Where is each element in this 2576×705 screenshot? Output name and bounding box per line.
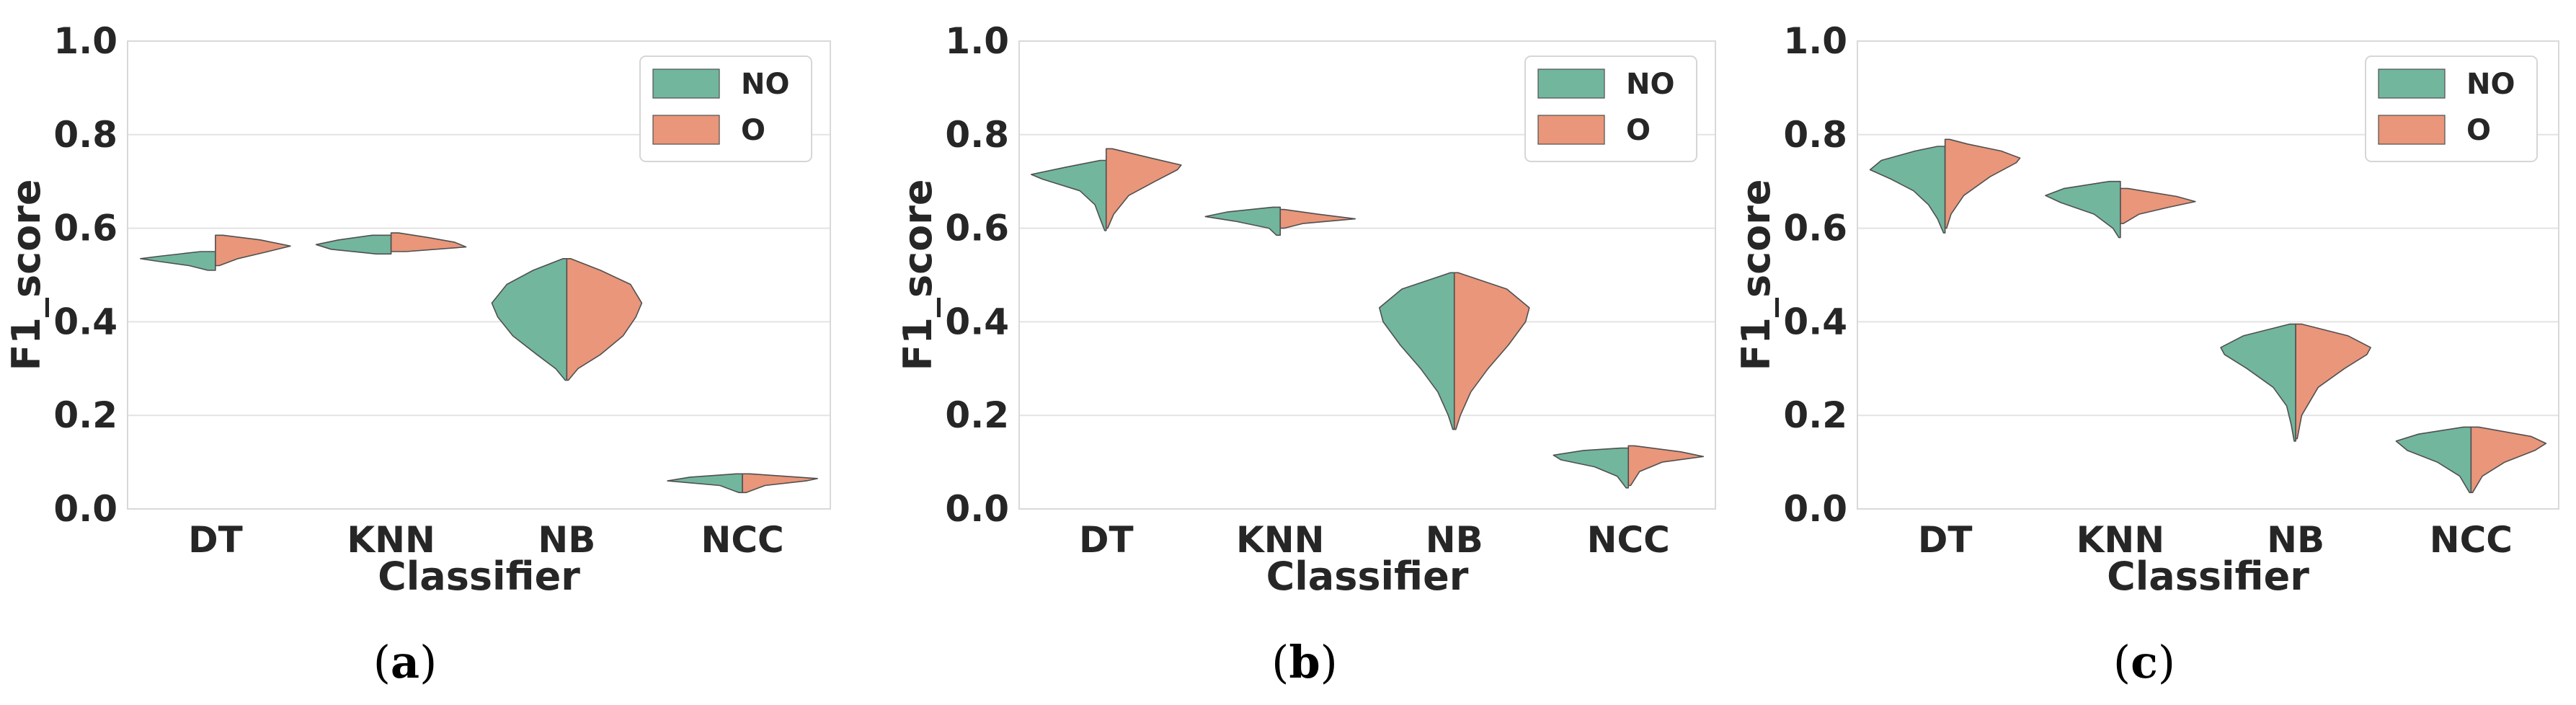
- panel-caption-letter: a: [391, 636, 419, 688]
- panel-caption: (c): [2113, 636, 2175, 688]
- y-tick-label: 0.4: [1783, 301, 1847, 342]
- violin-no-knn: [1204, 206, 1282, 236]
- panel-caption-letter: b: [1289, 636, 1320, 688]
- legend-label-o: O: [2466, 114, 2491, 147]
- y-tick-label: 0.2: [945, 394, 1009, 436]
- violin-o-dt: [1944, 138, 2021, 229]
- x-tick-label: KNN: [347, 519, 435, 561]
- violin-no-ncc: [1553, 447, 1630, 489]
- violin-o-knn: [2120, 187, 2196, 224]
- violin-no-nb: [2220, 323, 2296, 442]
- x-tick-label: NCC: [2430, 519, 2513, 561]
- violin-o-dt: [215, 234, 291, 267]
- x-tick-label: DT: [1918, 519, 1973, 561]
- chart-panel-a: 0.0 0.2 0.4 0.6 0.8 1.0 DT KNN NB NCC Classifier F1…: [4, 20, 831, 688]
- y-tick-label: 0.8: [945, 114, 1009, 156]
- y-tick-label: 0.2: [1783, 394, 1847, 436]
- y-tick-label: 1.0: [53, 20, 117, 62]
- y-tick-label: 0.6: [945, 208, 1009, 249]
- violin-no-dt: [1869, 146, 1946, 234]
- violin-no-ncc: [667, 473, 743, 494]
- x-tick-label: KNN: [2077, 519, 2164, 561]
- y-tick-label: 0.0: [53, 488, 117, 530]
- y-tick-label: 0.6: [1783, 208, 1847, 249]
- y-tick-label: 1.0: [1783, 20, 1847, 62]
- x-tick-label: NB: [1426, 519, 1483, 561]
- legend-label-no: NO: [741, 68, 789, 101]
- violin-no-nb: [491, 258, 568, 381]
- legend-label-o: O: [741, 114, 765, 147]
- chart-panel-b: 0.0 0.2 0.4 0.6 0.8 1.0 DT KNN NB NCC Classifier F1…: [895, 20, 1716, 688]
- panel-caption-letter: c: [2131, 636, 2158, 688]
- violin-o-knn: [1279, 208, 1356, 229]
- x-axis-title: Classifier: [1266, 554, 1469, 599]
- y-tick-label: 0.0: [945, 488, 1009, 530]
- violin-no-dt: [140, 251, 216, 271]
- legend-swatch-no: [1537, 68, 1605, 99]
- violin-no-ncc: [2395, 426, 2472, 494]
- legend-label-o: O: [1626, 114, 1651, 147]
- x-axis-title: Classifier: [378, 554, 580, 599]
- x-tick-label: KNN: [1236, 519, 1324, 561]
- x-tick-label: DT: [1079, 519, 1134, 561]
- y-axis-title: F1_score: [1733, 179, 1779, 371]
- chart-panel-c: 0.0 0.2 0.4 0.6 0.8 1.0 DT KNN NB NCC Classifier F1…: [1733, 20, 2559, 688]
- violin-o-knn: [390, 232, 467, 252]
- legend-swatch-o: [652, 115, 720, 145]
- y-tick-label: 0.0: [1783, 488, 1847, 530]
- violin-o-ncc: [2470, 426, 2547, 494]
- violin-o-ncc: [1627, 445, 1705, 487]
- legend-label-no: NO: [2466, 68, 2515, 101]
- violin-no-dt: [1031, 159, 1107, 231]
- x-tick-label: NCC: [701, 519, 784, 561]
- legend-label-no: NO: [1626, 68, 1674, 101]
- y-tick-label: 0.4: [945, 301, 1009, 342]
- violin-no-knn: [315, 234, 392, 255]
- violin-o-dt: [1105, 148, 1182, 229]
- legend-swatch-no: [652, 68, 720, 99]
- x-tick-label: DT: [188, 519, 243, 561]
- legend-swatch-o: [2378, 115, 2446, 145]
- plot-frame: [1018, 40, 1716, 510]
- x-tick-label: NB: [538, 519, 595, 561]
- legend-swatch-o: [1537, 115, 1605, 145]
- x-tick-label: NCC: [1587, 519, 1670, 561]
- violin-o-nb: [566, 258, 643, 381]
- y-tick-label: 0.8: [1783, 114, 1847, 156]
- plot-frame: [127, 40, 831, 510]
- violin-o-nb: [2295, 323, 2371, 440]
- x-axis-title: Classifier: [2107, 554, 2309, 599]
- violin-no-nb: [1379, 272, 1455, 430]
- y-tick-label: 0.8: [53, 114, 117, 156]
- legend-swatch-no: [2378, 68, 2446, 99]
- y-axis-title: F1_score: [4, 179, 49, 371]
- panel-caption: (a): [373, 636, 438, 688]
- violin-o-ncc: [742, 473, 818, 494]
- y-tick-label: 0.6: [53, 208, 117, 249]
- y-tick-label: 0.4: [53, 301, 117, 342]
- y-axis-title: F1_score: [895, 179, 941, 371]
- violin-no-knn: [2045, 180, 2121, 239]
- x-tick-label: NB: [2267, 519, 2324, 561]
- y-tick-label: 0.2: [53, 394, 117, 436]
- y-tick-label: 1.0: [945, 20, 1009, 62]
- violin-o-nb: [1453, 272, 1530, 430]
- plot-frame: [1857, 40, 2559, 510]
- panel-caption: (b): [1271, 636, 1338, 688]
